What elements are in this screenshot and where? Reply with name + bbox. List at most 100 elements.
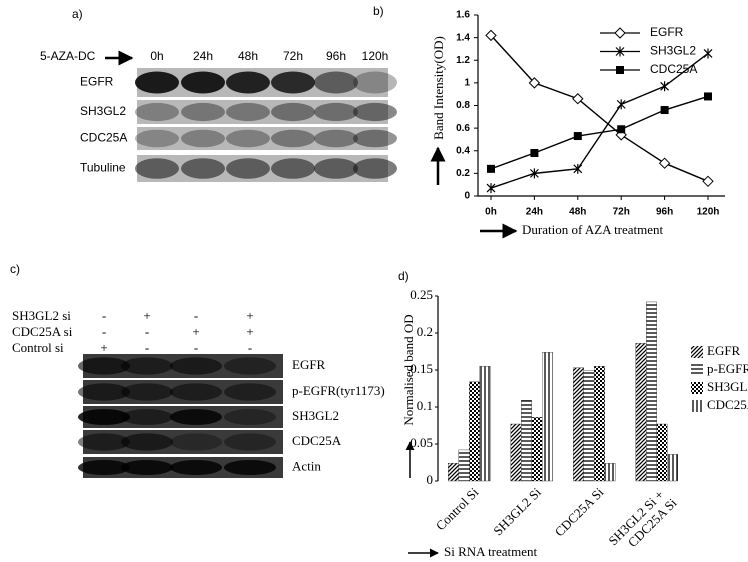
condition-sign: + (100, 340, 107, 355)
blot-band (181, 102, 225, 122)
row-label: SH3GL2 (292, 408, 339, 423)
lane-label: 120h (362, 49, 389, 63)
blot-band (224, 459, 276, 476)
bar (656, 423, 668, 482)
lane-label: 72h (283, 49, 303, 63)
blot-band (226, 158, 270, 179)
row-label: CDC25A (80, 131, 127, 145)
x-tick-label: 24h (526, 207, 543, 218)
blot-band (181, 71, 225, 94)
bar (479, 366, 491, 482)
blot-band (121, 409, 173, 425)
legend-swatch (691, 382, 703, 394)
y-tick-label: 0.8 (456, 100, 470, 111)
condition-sign: + (246, 308, 253, 323)
y-tick-label: 1.2 (456, 55, 470, 66)
y-tick-label: 0.2 (456, 168, 470, 179)
bar (635, 343, 647, 482)
legend-swatch (691, 346, 703, 358)
legend-label: p-EGFR (707, 361, 748, 376)
bar (583, 370, 595, 482)
condition-sign: + (143, 308, 150, 323)
lane-label: 24h (193, 49, 213, 63)
blot-band (353, 129, 397, 148)
blot-band (135, 71, 179, 94)
condition-sign: - (194, 308, 198, 323)
data-point (487, 164, 495, 173)
data-point (658, 157, 671, 169)
blot-band (226, 102, 270, 122)
legend-label: SH3GL2 (650, 44, 696, 58)
bar (594, 366, 605, 482)
data-point (573, 163, 583, 174)
row-label: EGFR (292, 357, 326, 372)
condition-sign: - (145, 324, 149, 339)
x-tick-label: 96h (656, 207, 673, 218)
lane-label: 0h (150, 49, 163, 63)
data-point (616, 99, 626, 110)
x-tick-label: 0h (485, 207, 497, 218)
blot-band (78, 433, 130, 451)
blot-strip (137, 127, 388, 150)
blot-band (170, 409, 222, 425)
bar (667, 454, 678, 482)
panel-label: c) (10, 262, 20, 276)
bar (573, 367, 584, 482)
data-point (530, 149, 539, 158)
condition-label: Control si (12, 340, 64, 355)
blot-band (121, 459, 173, 476)
x-axis-label: Si RNA treatment (444, 544, 538, 559)
data-point (703, 48, 713, 59)
condition-sign: + (246, 324, 253, 339)
bar (510, 423, 522, 482)
x-tick-label: CDC25A Si (552, 484, 607, 539)
blot-band (271, 71, 315, 94)
series-line (490, 34, 709, 182)
bar (604, 463, 616, 482)
y-tick-label: 0.4 (456, 145, 470, 156)
x-tick-label: 48h (569, 207, 586, 218)
condition-sign: - (194, 340, 198, 355)
y-axis-label: Normalised band OD (401, 314, 416, 425)
y-tick-label: 0.1 (417, 398, 433, 413)
x-tick-label: SH3GL2 Si (490, 484, 544, 538)
row-label: p-EGFR(tyr1173) (292, 383, 385, 398)
legend-marker (616, 66, 624, 74)
legend-swatch (691, 364, 703, 376)
blot-band (271, 129, 315, 148)
bar (469, 381, 480, 482)
blot-band (135, 102, 179, 122)
blot-band (78, 409, 130, 425)
blot-band (314, 129, 358, 148)
blot-band (271, 158, 315, 179)
condition-sign: - (248, 340, 252, 355)
treatment-label: 5-AZA-DC (40, 49, 96, 63)
blot-band (353, 71, 397, 94)
data-point (485, 29, 497, 42)
condition-sign: - (102, 308, 106, 323)
y-tick-label: 0.05 (410, 435, 433, 450)
blot-band (271, 102, 315, 122)
y-tick-label: 0.2 (417, 324, 433, 339)
y-tick-label: 0.25 (410, 287, 433, 302)
blot-band (224, 383, 276, 401)
x-tick-label: 72h (613, 207, 630, 218)
bar (646, 301, 657, 482)
blot-band (170, 383, 222, 401)
legend-marker (615, 46, 625, 57)
x-tick-label: 120h (697, 207, 720, 218)
blot-band (121, 433, 173, 451)
y-tick-label: 0.6 (456, 123, 470, 134)
panel-label: b) (373, 4, 384, 18)
blot-band (170, 433, 222, 451)
y-tick-label: 0.15 (410, 361, 433, 376)
y-tick-label: 0 (464, 191, 470, 202)
blot-band (314, 71, 358, 94)
data-point (572, 93, 584, 105)
data-point (529, 168, 539, 179)
blot-band (121, 357, 173, 375)
blot-band (181, 129, 225, 148)
row-label: SH3GL2 (80, 104, 126, 118)
blot-band (181, 158, 225, 179)
